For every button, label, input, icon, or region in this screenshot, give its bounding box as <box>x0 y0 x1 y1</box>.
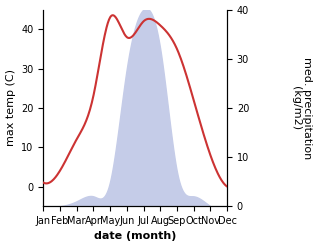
X-axis label: date (month): date (month) <box>94 231 176 242</box>
Y-axis label: med. precipitation
(kg/m2): med. precipitation (kg/m2) <box>291 57 313 159</box>
Y-axis label: max temp (C): max temp (C) <box>5 69 16 146</box>
